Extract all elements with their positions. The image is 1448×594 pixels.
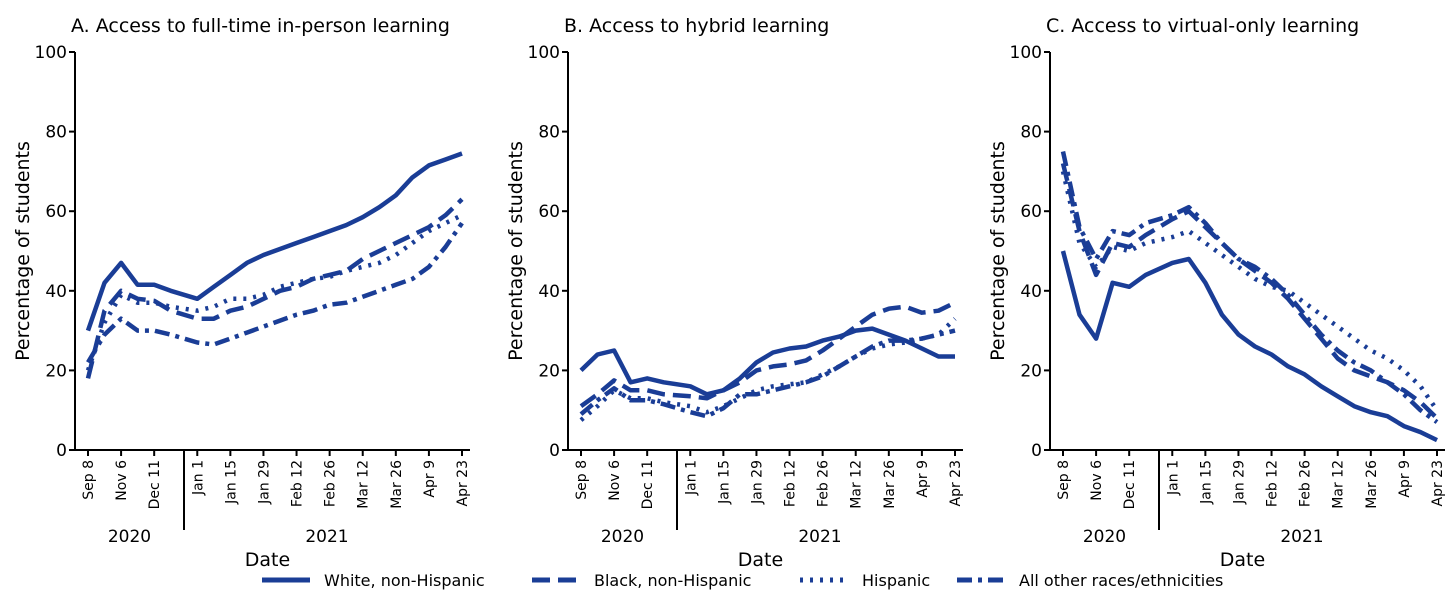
legend-label: All other races/ethnicities [1019, 571, 1223, 590]
series-line [1060, 162, 1439, 420]
series-line [85, 151, 463, 332]
x-tick-label: Dec 11 [147, 460, 163, 509]
y-tick-label: 80 [538, 123, 560, 143]
series-line [579, 317, 957, 422]
year-label: 2021 [1280, 527, 1323, 547]
y-tick-label: 60 [45, 202, 67, 222]
year-label: 2020 [108, 527, 151, 547]
series-line [579, 300, 956, 409]
series-line [1060, 170, 1439, 412]
year-label: 2020 [1083, 527, 1126, 547]
x-tick-label: Apr 9 [1397, 460, 1413, 498]
x-tick-label: Sep 8 [1056, 460, 1072, 500]
x-tick-label: Feb 26 [1298, 460, 1314, 507]
series-line [85, 213, 463, 372]
y-tick-label: 0 [1031, 441, 1042, 461]
panel-title: A. Access to full-time in-person learnin… [71, 15, 450, 37]
y-tick-label: 0 [56, 441, 67, 461]
x-tick-label: Nov 6 [1089, 460, 1105, 501]
legend-label: White, non-Hispanic [324, 571, 485, 590]
x-tick-label: Mar 26 [389, 460, 405, 509]
x-tick-label: Jan 29 [256, 460, 272, 505]
y-tick-label: 60 [1020, 202, 1042, 222]
x-tick-label: Jan 15 [716, 460, 732, 505]
x-axis-label: Date [1220, 549, 1265, 571]
y-tick-label: 80 [1020, 123, 1042, 143]
x-tick-label: Mar 26 [882, 460, 898, 509]
y-axis-label: Percentage of students [505, 141, 527, 361]
x-tick-label: Apr 23 [455, 460, 471, 506]
series-line [1060, 250, 1438, 443]
x-tick-label: Nov 6 [607, 460, 623, 501]
year-label: 2021 [305, 527, 348, 547]
x-tick-label: Apr 23 [948, 460, 964, 506]
y-tick-label: 100 [35, 43, 67, 63]
year-label: 2021 [798, 527, 841, 547]
series-line [85, 197, 464, 379]
y-axis-label: Percentage of students [12, 141, 34, 361]
x-tick-label: Jan 15 [223, 460, 239, 505]
y-tick-label: 40 [45, 282, 67, 302]
x-tick-label: Sep 8 [81, 460, 97, 500]
x-tick-label: Dec 11 [1122, 460, 1138, 509]
x-tick-label: Feb 12 [783, 460, 799, 507]
x-tick-label: Feb 12 [290, 460, 306, 507]
x-tick-label: Jan 1 [1165, 460, 1181, 496]
legend-label: Hispanic [862, 571, 930, 590]
x-tick-label: Jan 1 [683, 460, 699, 496]
x-tick-label: Mar 12 [356, 460, 372, 509]
x-tick-label: Nov 6 [114, 460, 130, 501]
year-label: 2020 [601, 527, 644, 547]
series-line [86, 221, 464, 364]
x-tick-label: Apr 23 [1430, 460, 1446, 506]
panel-title: C. Access to virtual-only learning [1046, 15, 1359, 37]
x-tick-label: Mar 12 [849, 460, 865, 509]
legend-label: Black, non-Hispanic [594, 571, 751, 590]
y-tick-label: 60 [538, 202, 560, 222]
x-tick-label: Sep 8 [574, 460, 590, 500]
x-tick-label: Jan 29 [1231, 460, 1247, 505]
x-tick-label: Mar 12 [1331, 460, 1347, 509]
series-line [1060, 151, 1439, 424]
x-axis-label: Date [738, 549, 783, 571]
x-tick-label: Feb 26 [323, 460, 339, 507]
y-axis-label: Percentage of students [987, 141, 1009, 361]
x-tick-label: Feb 12 [1265, 460, 1281, 507]
y-tick-label: 20 [45, 361, 67, 381]
series-line [579, 328, 956, 419]
y-tick-label: 40 [538, 282, 560, 302]
panel-title: B. Access to hybrid learning [564, 15, 829, 37]
x-axis-label: Date [245, 549, 290, 571]
x-tick-label: Mar 26 [1364, 460, 1380, 509]
y-tick-label: 20 [538, 361, 560, 381]
series-line [579, 326, 955, 397]
x-tick-label: Jan 29 [749, 460, 765, 505]
x-tick-label: Dec 11 [640, 460, 656, 509]
y-tick-label: 100 [528, 43, 560, 63]
x-tick-label: Jan 15 [1198, 460, 1214, 505]
y-tick-label: 100 [1010, 43, 1042, 63]
x-tick-label: Apr 9 [422, 460, 438, 498]
y-tick-label: 40 [1020, 282, 1042, 302]
y-tick-label: 80 [45, 123, 67, 143]
x-tick-label: Jan 1 [190, 460, 206, 496]
y-tick-label: 20 [1020, 361, 1042, 381]
x-tick-label: Feb 26 [816, 460, 832, 507]
y-tick-label: 0 [549, 441, 560, 461]
x-tick-label: Apr 9 [915, 460, 931, 498]
